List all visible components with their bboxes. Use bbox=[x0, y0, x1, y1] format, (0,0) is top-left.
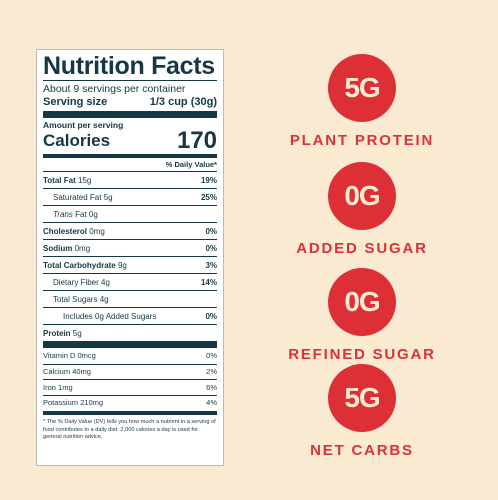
vitamin-amount: 210mg bbox=[80, 398, 104, 407]
daily-value-header: % Daily Value* bbox=[165, 160, 217, 169]
nutrient-amount: 5g bbox=[72, 328, 82, 338]
claim-label: REFINED SUGAR bbox=[288, 346, 436, 363]
vitamin-name: Vitamin D bbox=[43, 351, 76, 360]
claim-refined-sugar: 0G REFINED SUGAR bbox=[262, 268, 462, 363]
nutrient-dv: 19% bbox=[200, 175, 217, 185]
claim-added-sugar: 0G ADDED SUGAR bbox=[262, 162, 462, 257]
vitamin-row-vitamin-d: Vitamin D 0mcg 0% bbox=[43, 348, 217, 364]
nutrient-name: Protein bbox=[43, 328, 71, 338]
divider bbox=[43, 80, 217, 81]
nutrient-row-dietary-fiber: Dietary Fiber 4g 14% bbox=[43, 273, 217, 290]
nutrient-amount: 15g bbox=[77, 175, 92, 185]
calories-value: 170 bbox=[176, 127, 217, 154]
nutrient-amount: 9g bbox=[117, 260, 127, 270]
nutrition-facts-title: Nutrition Facts bbox=[43, 52, 215, 80]
nutrient-dv: 25% bbox=[200, 192, 217, 202]
calories-label: Calories bbox=[43, 131, 111, 150]
amount-per-serving: Amount per serving bbox=[43, 120, 124, 130]
vitamin-name: Potassium bbox=[43, 398, 79, 407]
nutrient-row-total-carbohydrate: Total Carbohydrate 9g 3% bbox=[43, 256, 217, 273]
claim-badge: 0G bbox=[328, 268, 396, 336]
claim-net-carbs: 5G NET CARBS bbox=[262, 364, 462, 459]
nutrient-amount: 0g bbox=[88, 209, 98, 219]
nutrient-amount: 5g bbox=[103, 192, 113, 202]
divider-thick bbox=[43, 111, 217, 118]
nutrient-row-added-sugars: Includes 0g Added Sugars 0% bbox=[43, 307, 217, 324]
vitamin-dv: 0% bbox=[206, 351, 217, 360]
divider-thick bbox=[43, 341, 217, 348]
claim-label: ADDED SUGAR bbox=[296, 240, 428, 257]
nutrient-name: Total Carbohydrate bbox=[43, 260, 116, 270]
nutrient-name: Total Sugars bbox=[53, 294, 98, 304]
nutrient-amount: 4g bbox=[99, 294, 109, 304]
nutrient-name: Dietary Fiber bbox=[53, 277, 99, 287]
nutrient-name: Total Fat bbox=[43, 175, 76, 185]
vitamin-row-calcium: Calcium 40mg 2% bbox=[43, 363, 217, 380]
vitamin-row-potassium: Potassium 210mg 4% bbox=[43, 394, 217, 411]
claim-plant-protein: 5G PLANT PROTEIN bbox=[262, 54, 462, 149]
nutrient-row-cholesterol: Cholesterol 0mg 0% bbox=[43, 222, 217, 239]
vitamin-dv: 4% bbox=[206, 398, 217, 407]
vitamin-dv: 2% bbox=[206, 367, 217, 376]
serving-size-row: Serving size 1/3 cup (30g) bbox=[43, 95, 217, 111]
nutrient-dv: 0% bbox=[205, 311, 217, 321]
nutrient-dv: 0% bbox=[205, 226, 217, 236]
nutrient-name-rest: Fat bbox=[75, 209, 87, 219]
nutrient-name: Sodium bbox=[43, 243, 73, 253]
nutrient-dv: 0% bbox=[205, 243, 217, 253]
vitamin-dv: 6% bbox=[206, 382, 217, 392]
vitamin-name: Calcium bbox=[43, 367, 71, 376]
nutrient-name: Saturated Fat bbox=[53, 192, 102, 202]
calories-row: Calories 170 bbox=[43, 127, 217, 154]
nutrient-row-sodium: Sodium 0mg 0% bbox=[43, 239, 217, 256]
nutrient-amount: 0mg bbox=[89, 226, 105, 236]
nutrient-name: Includes 0g Added Sugars bbox=[63, 311, 157, 321]
claim-badge: 0G bbox=[328, 162, 396, 230]
serving-size-label: Serving size bbox=[43, 96, 108, 108]
nutrition-facts-label: Nutrition Facts About 9 servings per con… bbox=[36, 49, 224, 466]
nutrient-dv: 14% bbox=[200, 277, 217, 287]
nutrient-name: Trans bbox=[53, 209, 73, 219]
nutrient-dv: 3% bbox=[205, 260, 217, 270]
serving-size-value: 1/3 cup (30g) bbox=[149, 96, 217, 108]
nutrient-row-saturated-fat: Saturated Fat 5g 25% bbox=[43, 188, 217, 205]
claim-label: NET CARBS bbox=[310, 442, 414, 459]
servings-per-container: About 9 servings per container bbox=[43, 83, 186, 95]
vitamin-amount: 40mg bbox=[72, 367, 91, 376]
nutrient-row-total-sugars: Total Sugars 4g bbox=[43, 290, 217, 307]
vitamin-amount: 1mg bbox=[58, 382, 73, 392]
claim-badge: 5G bbox=[328, 364, 396, 432]
nutrient-amount: 0mg bbox=[74, 243, 91, 253]
daily-value-footnote: * The % Daily Value (DV) tells you how m… bbox=[43, 411, 217, 442]
vitamin-amount: 0mcg bbox=[77, 351, 96, 360]
nutrient-row-trans-fat: Trans Fat 0g bbox=[43, 205, 217, 222]
vitamin-row-iron: Iron 1mg 6% bbox=[43, 379, 217, 395]
nutrient-row-total-fat: Total Fat 15g 19% bbox=[43, 171, 217, 188]
vitamin-name: Iron bbox=[43, 382, 56, 392]
nutrient-name: Cholesterol bbox=[43, 226, 88, 236]
nutrient-row-protein: Protein 5g bbox=[43, 324, 217, 341]
claim-badge: 5G bbox=[328, 54, 396, 122]
nutrient-amount: 4g bbox=[101, 277, 110, 287]
claim-label: PLANT PROTEIN bbox=[289, 132, 435, 149]
divider-medium bbox=[43, 154, 217, 158]
